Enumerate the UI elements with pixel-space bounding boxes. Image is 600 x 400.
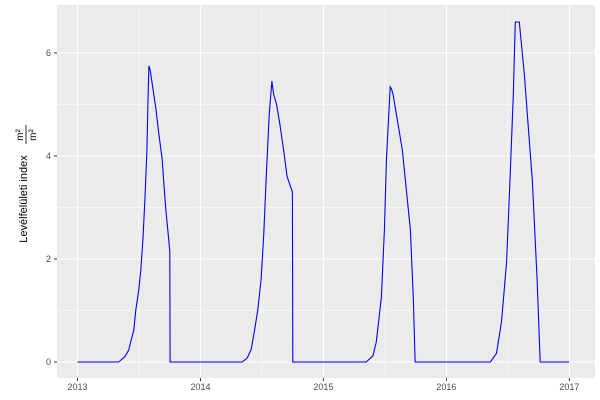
x-tick-label: 2013 xyxy=(67,382,87,392)
x-tick-label: 2014 xyxy=(190,382,210,392)
x-tick-label: 2015 xyxy=(313,382,333,392)
x-tick-label: 2016 xyxy=(436,382,456,392)
y-tick-label: 0 xyxy=(46,357,51,367)
y-axis-unit-denominator: m² xyxy=(28,129,39,141)
y-axis: 0 2 4 6 xyxy=(46,48,57,367)
gridlines xyxy=(57,1,595,378)
x-axis: 2013 2014 2015 2016 2017 xyxy=(67,378,579,392)
y-tick-label: 4 xyxy=(46,151,51,161)
y-axis-title: Levélfelületi index m² m² xyxy=(15,125,39,243)
plot-panel xyxy=(57,5,595,378)
x-tick-label: 2017 xyxy=(559,382,579,392)
y-axis-unit-numerator: m² xyxy=(15,129,26,141)
y-tick-label: 2 xyxy=(46,254,51,264)
y-tick-label: 6 xyxy=(46,48,51,58)
series-line xyxy=(77,21,570,363)
y-axis-label: Levélfelületi index xyxy=(18,155,30,243)
